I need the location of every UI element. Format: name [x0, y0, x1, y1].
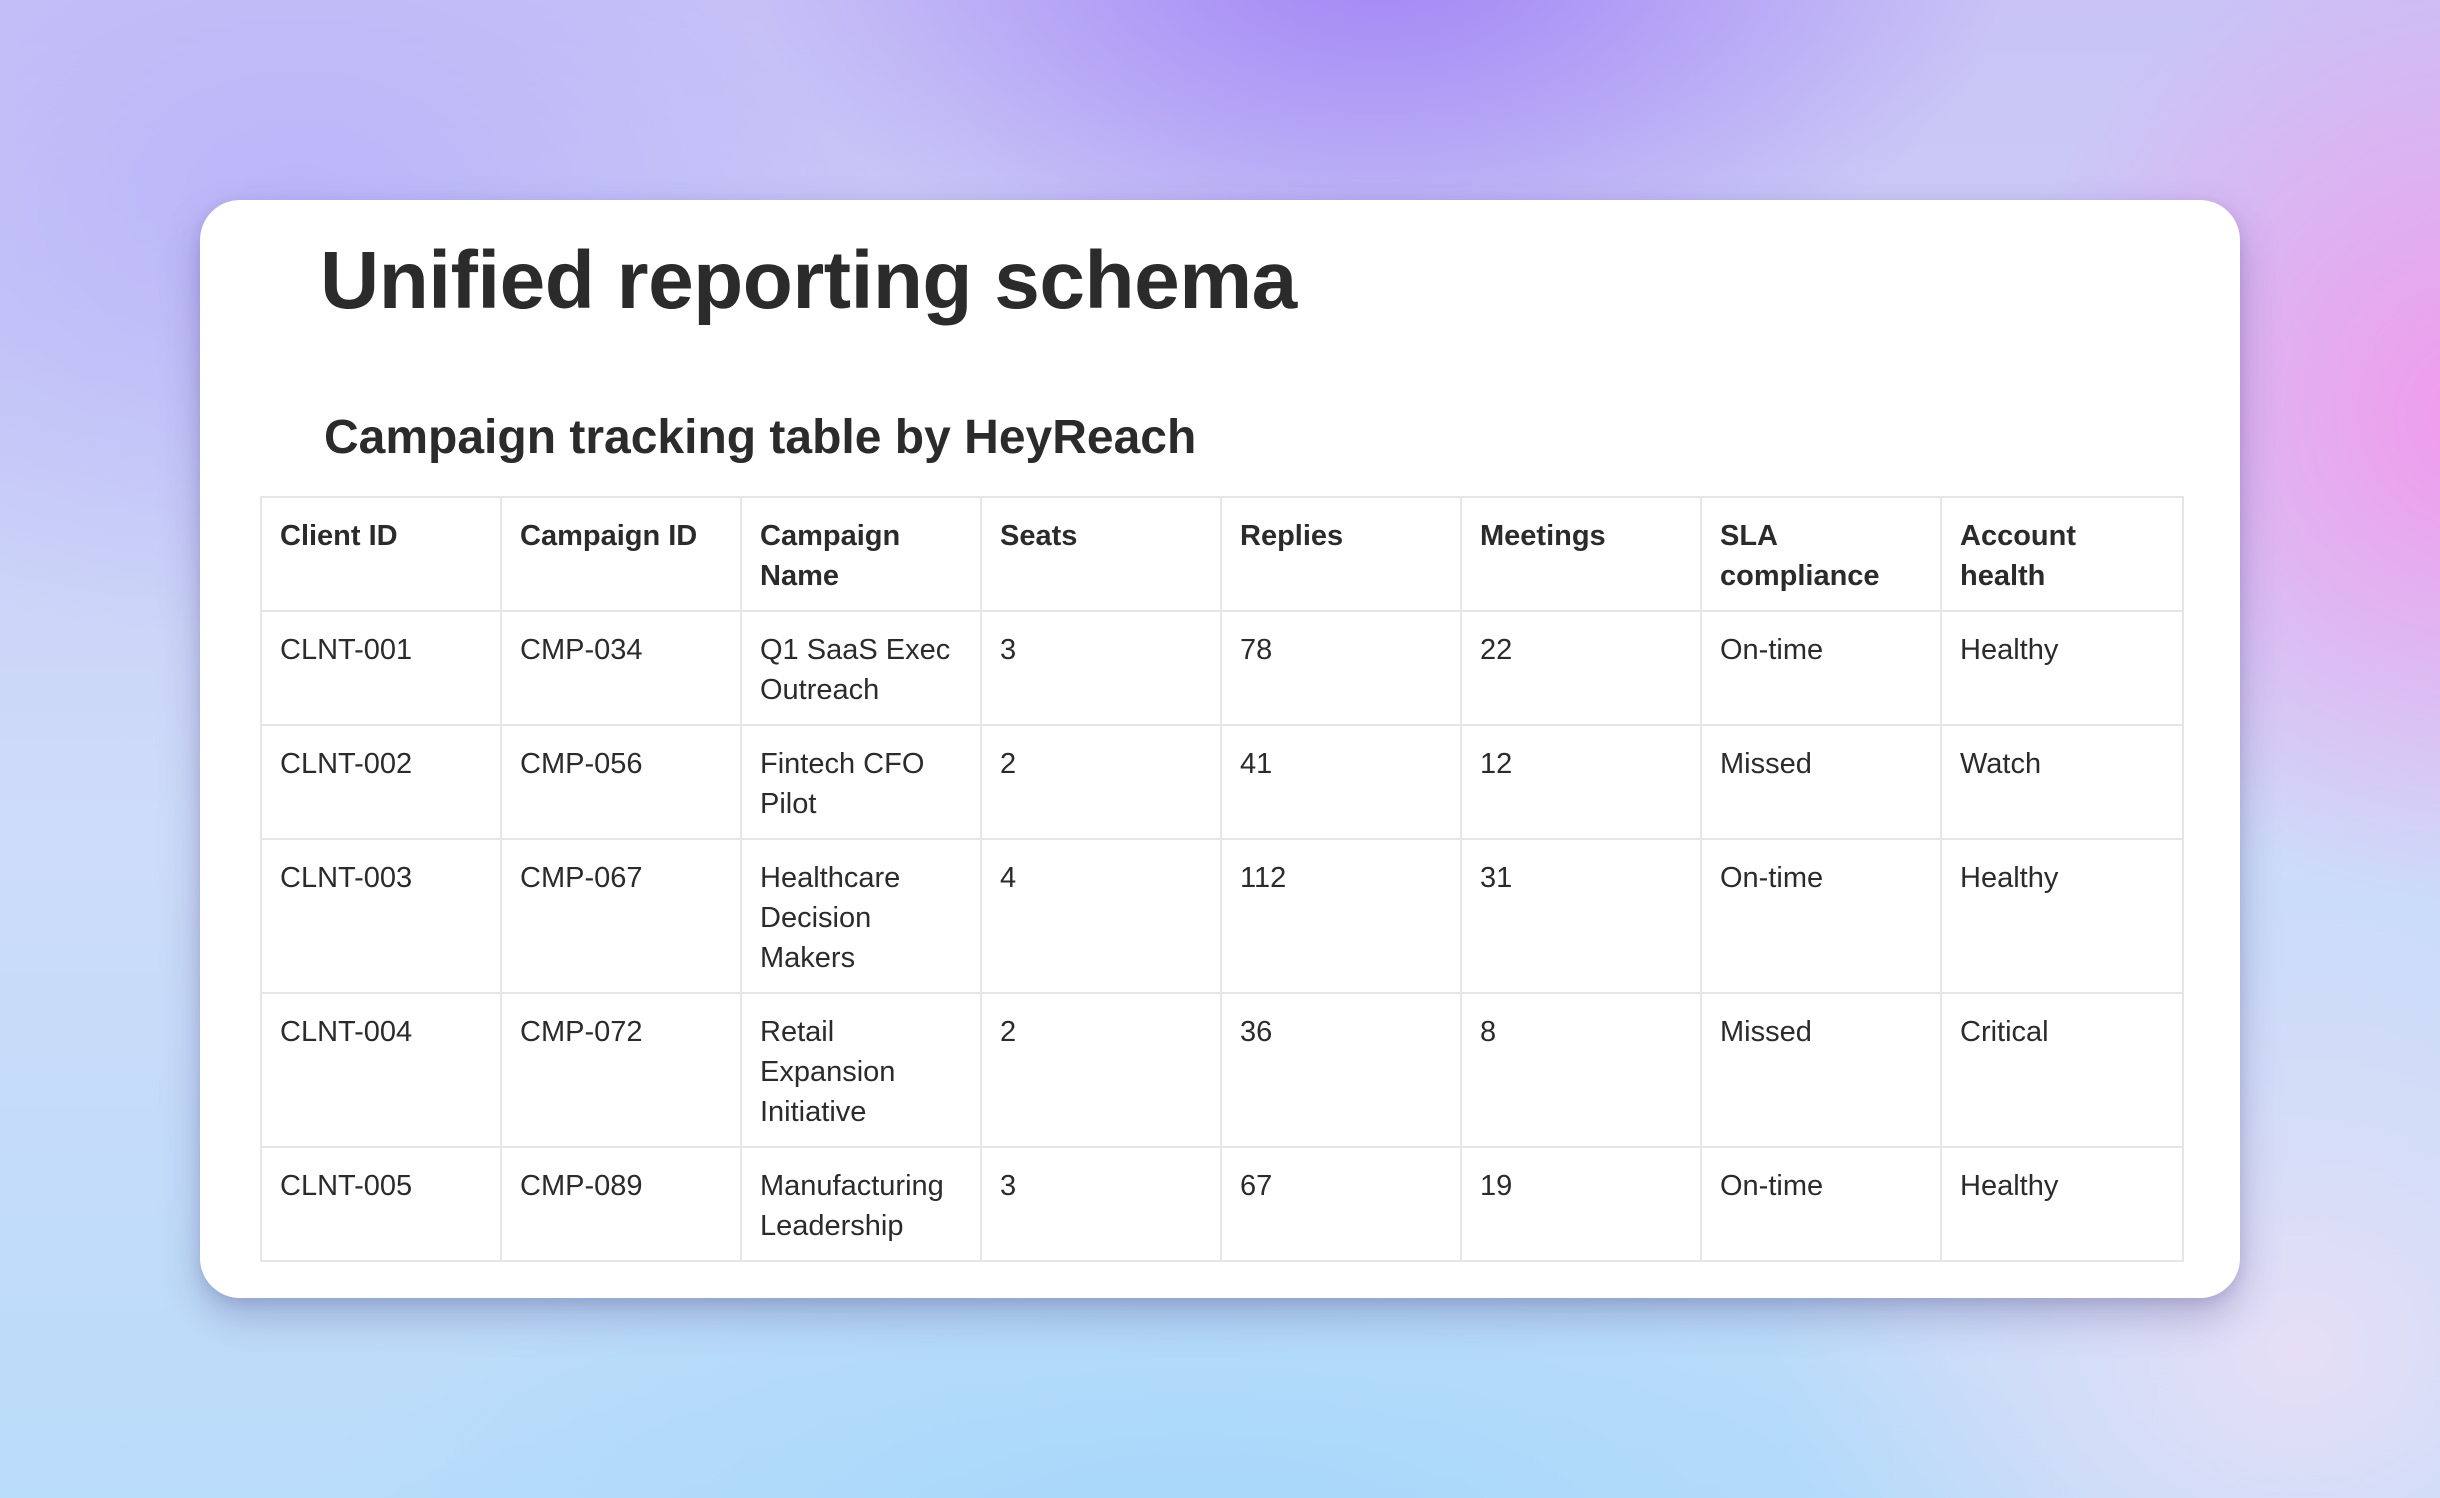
cell-sla-compliance: On-time [1700, 1146, 1942, 1262]
cell-campaign-name: Healthcare Decision Makers [740, 838, 982, 994]
campaign-tracking-table: Client ID Campaign ID Campaign Name Seat… [260, 496, 2184, 1262]
cell-client-id: CLNT-005 [260, 1146, 502, 1262]
column-header-client-id: Client ID [260, 496, 502, 612]
cell-account-health: Healthy [1940, 1146, 2184, 1262]
column-header-replies: Replies [1220, 496, 1462, 612]
cell-replies: 36 [1220, 992, 1462, 1148]
cell-replies: 67 [1220, 1146, 1462, 1262]
cell-seats: 2 [980, 992, 1222, 1148]
column-header-account-health: Account health [1940, 496, 2184, 612]
cell-campaign-name: Fintech CFO Pilot [740, 724, 982, 840]
column-header-seats: Seats [980, 496, 1222, 612]
cell-sla-compliance: On-time [1700, 838, 1942, 994]
cell-account-health: Healthy [1940, 838, 2184, 994]
table-row: CLNT-003 CMP-067 Healthcare Decision Mak… [260, 838, 2184, 994]
cell-client-id: CLNT-003 [260, 838, 502, 994]
table-row: CLNT-001 CMP-034 Q1 SaaS Exec Outreach 3… [260, 610, 2184, 726]
table-row: CLNT-004 CMP-072 Retail Expansion Initia… [260, 992, 2184, 1148]
document-card: Unified reporting schema Campaign tracki… [200, 200, 2240, 1298]
cell-campaign-name: Manufacturing Leadership [740, 1146, 982, 1262]
cell-seats: 4 [980, 838, 1222, 994]
cell-client-id: CLNT-004 [260, 992, 502, 1148]
cell-campaign-id: CMP-089 [500, 1146, 742, 1262]
cell-sla-compliance: Missed [1700, 992, 1942, 1148]
cell-replies: 112 [1220, 838, 1462, 994]
cell-meetings: 12 [1460, 724, 1702, 840]
cell-client-id: CLNT-001 [260, 610, 502, 726]
cell-client-id: CLNT-002 [260, 724, 502, 840]
table-row: CLNT-002 CMP-056 Fintech CFO Pilot 2 41 … [260, 724, 2184, 840]
column-header-sla-compliance: SLA compliance [1700, 496, 1942, 612]
table-header-row: Client ID Campaign ID Campaign Name Seat… [260, 496, 2184, 612]
cell-campaign-id: CMP-072 [500, 992, 742, 1148]
cell-campaign-name: Q1 SaaS Exec Outreach [740, 610, 982, 726]
column-header-campaign-name: Campaign Name [740, 496, 982, 612]
column-header-campaign-id: Campaign ID [500, 496, 742, 612]
cell-campaign-id: CMP-034 [500, 610, 742, 726]
cell-meetings: 31 [1460, 838, 1702, 994]
cell-account-health: Critical [1940, 992, 2184, 1148]
cell-meetings: 8 [1460, 992, 1702, 1148]
cell-meetings: 19 [1460, 1146, 1702, 1262]
cell-sla-compliance: On-time [1700, 610, 1942, 726]
cell-account-health: Healthy [1940, 610, 2184, 726]
campaign-table-container: Client ID Campaign ID Campaign Name Seat… [260, 496, 2184, 1262]
cell-campaign-name: Retail Expansion Initiative [740, 992, 982, 1148]
cell-campaign-id: CMP-056 [500, 724, 742, 840]
section-title: Campaign tracking table by HeyReach [324, 411, 1197, 464]
table-row: CLNT-005 CMP-089 Manufacturing Leadershi… [260, 1146, 2184, 1262]
cell-seats: 2 [980, 724, 1222, 840]
cell-account-health: Watch [1940, 724, 2184, 840]
column-header-meetings: Meetings [1460, 496, 1702, 612]
cell-seats: 3 [980, 610, 1222, 726]
cell-replies: 78 [1220, 610, 1462, 726]
cell-replies: 41 [1220, 724, 1462, 840]
cell-seats: 3 [980, 1146, 1222, 1262]
cell-meetings: 22 [1460, 610, 1702, 726]
cell-campaign-id: CMP-067 [500, 838, 742, 994]
cell-sla-compliance: Missed [1700, 724, 1942, 840]
page-title: Unified reporting schema [320, 235, 1297, 326]
